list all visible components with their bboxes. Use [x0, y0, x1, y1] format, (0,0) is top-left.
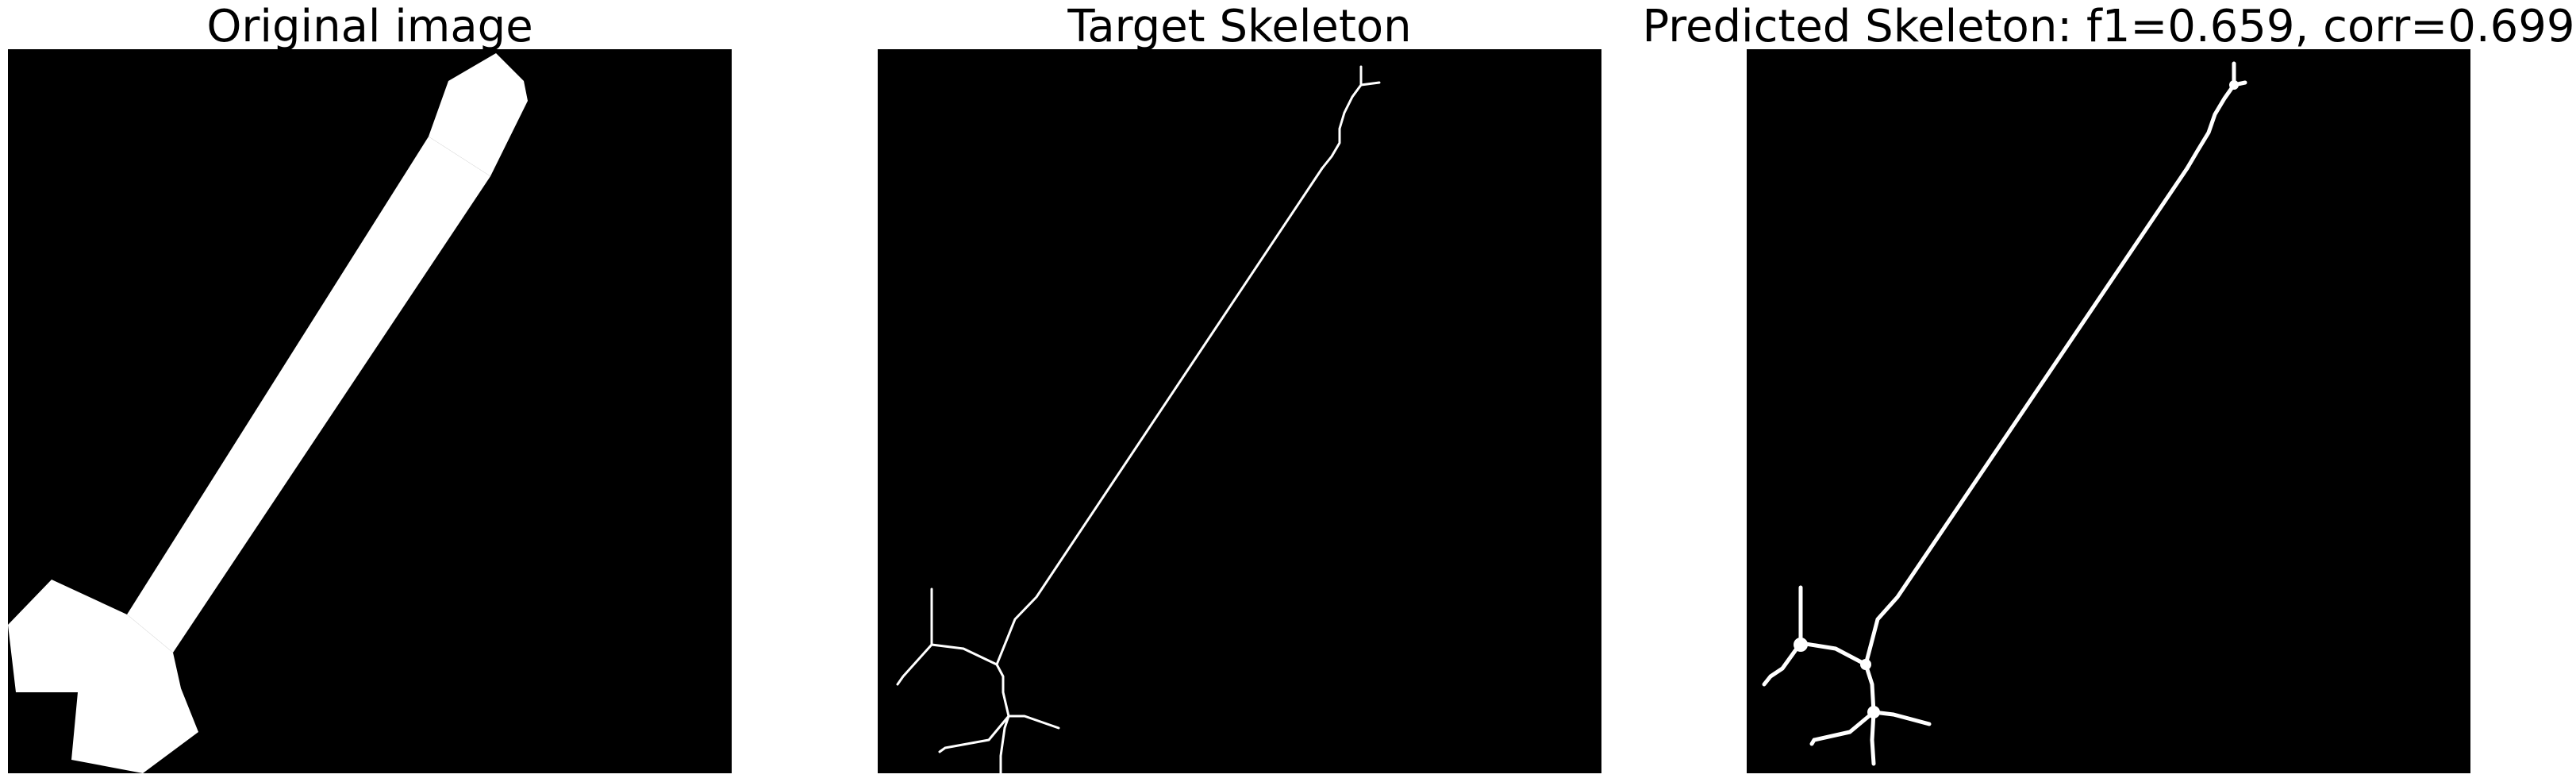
target-skeleton-image	[878, 49, 1601, 773]
panel-predicted: Predicted Skeleton: f1=0.659, corr=0.699	[1642, 0, 2575, 782]
shape-shaft	[127, 137, 490, 653]
predicted-skeleton-image	[1747, 49, 2470, 773]
predicted-skeleton-lines	[1762, 61, 2247, 766]
panel-original: Original image	[8, 0, 732, 782]
panel-target: Target Skeleton	[878, 0, 1601, 782]
shape-bottom-cluster	[8, 580, 198, 773]
shape-top-head	[429, 53, 528, 176]
panel-title-predicted: Predicted Skeleton: f1=0.659, corr=0.699	[1642, 1, 2575, 52]
target-skeleton-lines	[896, 65, 1381, 773]
original-image	[8, 49, 732, 773]
panel-title-target: Target Skeleton	[1067, 1, 1412, 52]
panel-title-original: Original image	[206, 1, 533, 52]
